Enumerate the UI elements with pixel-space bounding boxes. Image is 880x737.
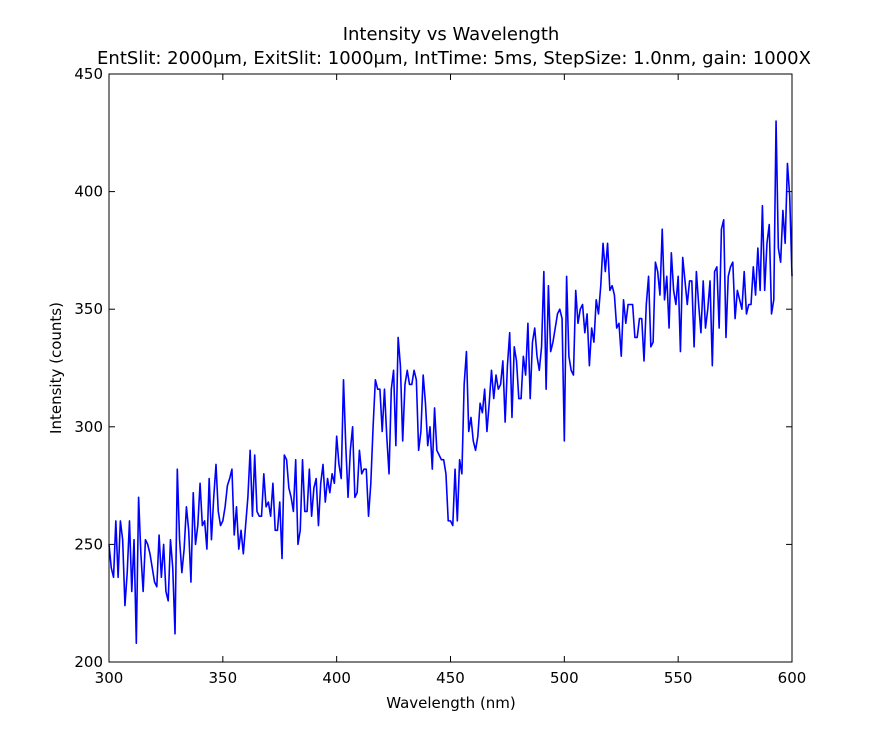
- y-tick-label: 450: [74, 65, 103, 83]
- y-tick-label: 200: [74, 653, 103, 671]
- y-tick-label: 250: [74, 535, 103, 553]
- chart-title: Intensity vs Wavelength: [343, 24, 560, 45]
- x-tick-label: 350: [209, 669, 238, 687]
- x-tick-label: 450: [436, 669, 465, 687]
- intensity-series-line: [108, 120, 793, 644]
- plot-frame: [108, 73, 793, 663]
- x-tick-label: 600: [778, 669, 807, 687]
- y-axis-label: Intensity (counts): [47, 302, 65, 434]
- x-tick-label: 500: [550, 669, 579, 687]
- x-tick-label: 550: [664, 669, 693, 687]
- y-tick-label: 400: [74, 183, 103, 201]
- x-axis-label: Wavelength (nm): [386, 694, 516, 712]
- chart-subtitle: EntSlit: 2000μm, ExitSlit: 1000μm, IntTi…: [97, 48, 811, 69]
- y-tick-label: 300: [74, 418, 103, 436]
- x-tick-label: 400: [322, 669, 351, 687]
- axis-tick-labels: 300 350 400 450 500 550 600 200 250 300 350 400 450: [74, 65, 806, 687]
- y-tick-label: 350: [74, 300, 103, 318]
- x-tick-label: 300: [95, 669, 124, 687]
